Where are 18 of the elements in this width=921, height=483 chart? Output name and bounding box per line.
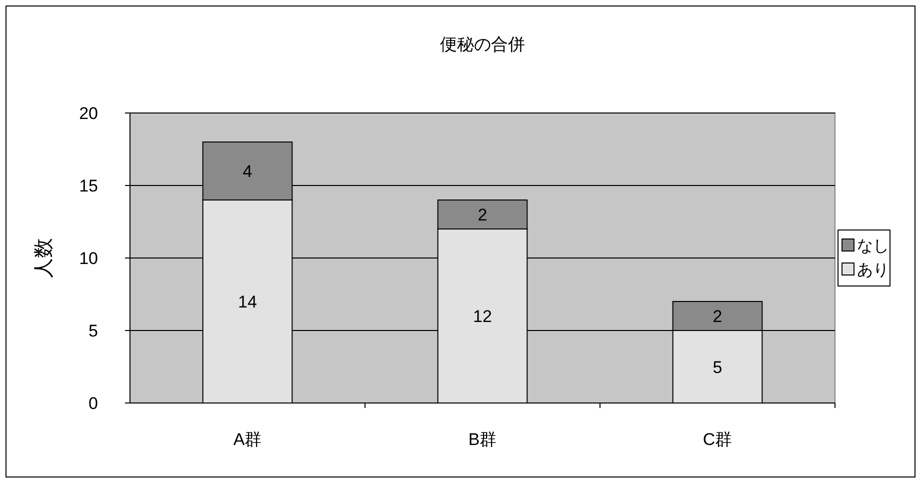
y-tick-label: 20: [79, 104, 98, 123]
data-label: 12: [473, 307, 492, 326]
x-tick-label: B群: [468, 430, 497, 449]
x-tick-label: C群: [702, 430, 732, 449]
legend-label: なし: [857, 238, 889, 255]
data-label: 2: [478, 206, 488, 224]
y-tick-label: 10: [79, 249, 98, 268]
legend-label: あり: [857, 262, 889, 279]
y-tick-label: 5: [88, 322, 98, 340]
x-tick-label: A群: [233, 430, 262, 449]
y-axis-title: 人数: [33, 238, 55, 278]
data-label: 14: [238, 292, 257, 312]
data-label: 2: [712, 307, 722, 326]
y-tick-label: 15: [79, 176, 98, 196]
y-tick-label: 0: [88, 394, 98, 413]
data-label: 5: [712, 358, 722, 377]
chart-title: 便秘の合併: [440, 35, 525, 54]
data-label: 4: [242, 162, 252, 181]
